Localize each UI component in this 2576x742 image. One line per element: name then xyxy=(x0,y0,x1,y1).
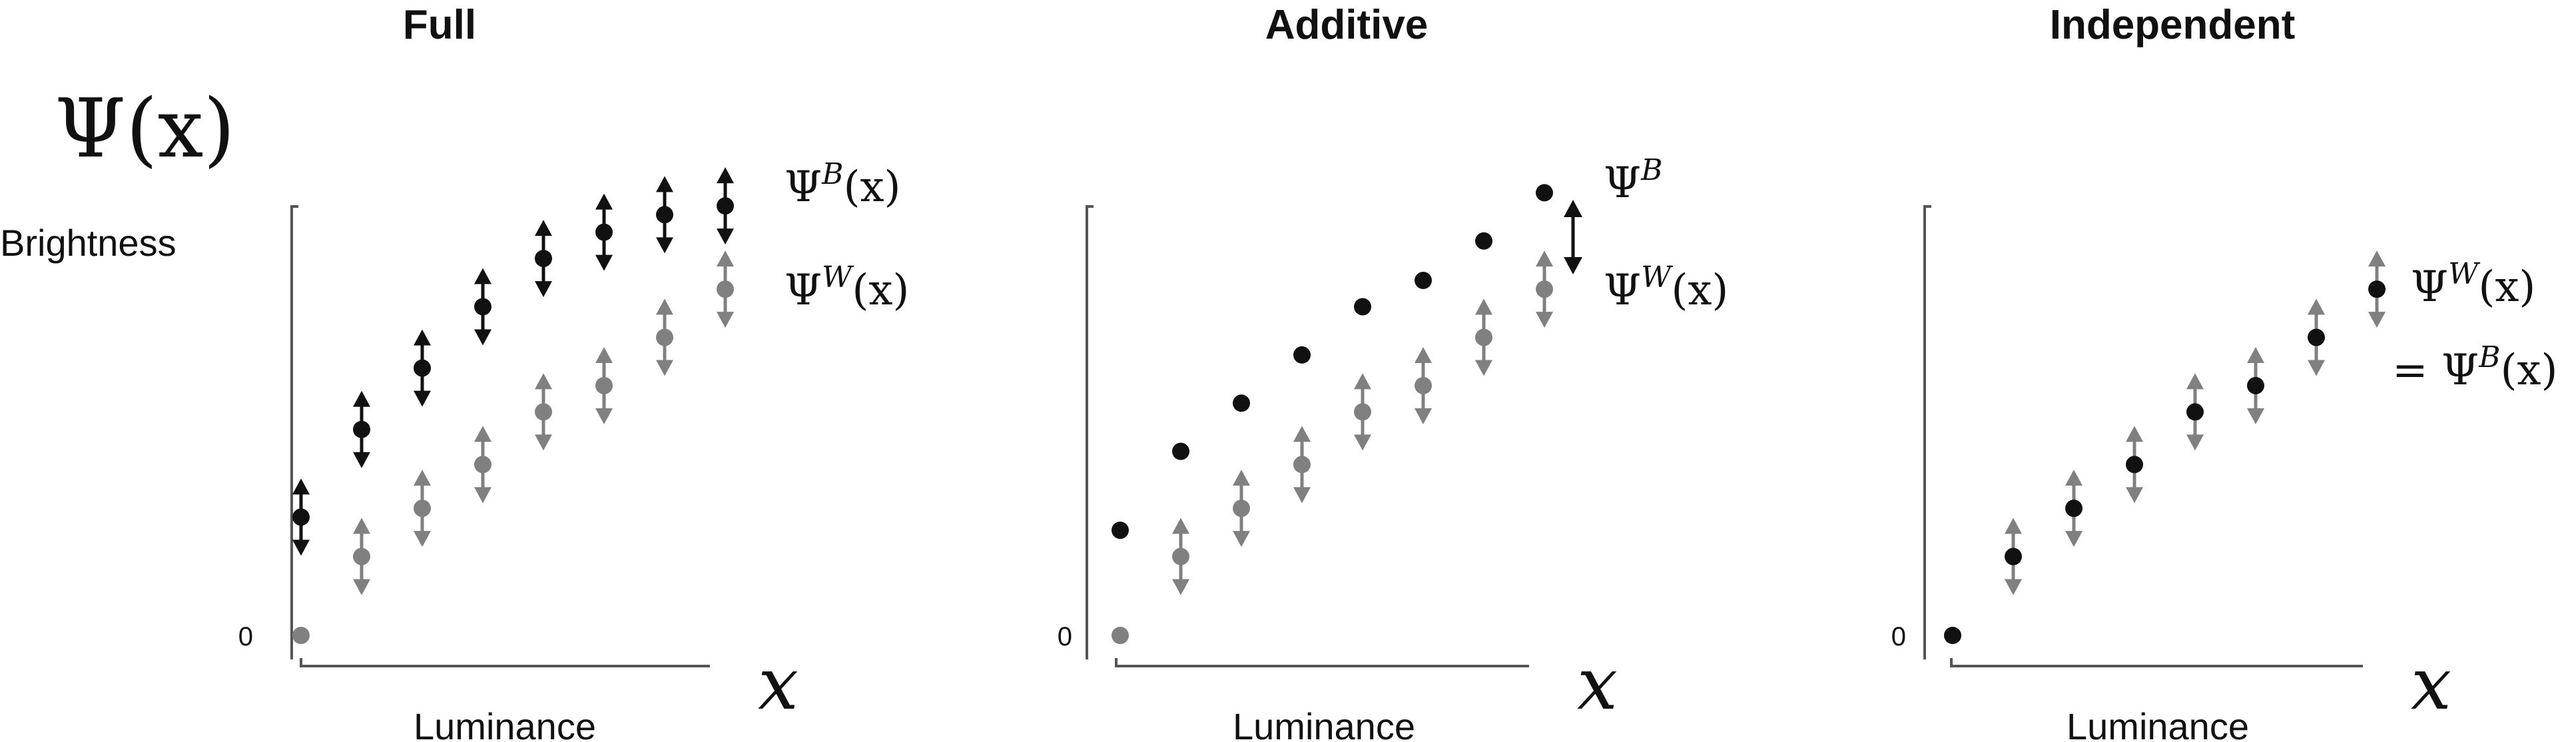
panel-independent: Independent 0 Luminance x ΨW(x) = ΨB(x) xyxy=(1891,2,2558,742)
data-point xyxy=(1293,456,1311,474)
panel-title-additive: Additive xyxy=(1265,2,1429,48)
data-point xyxy=(1172,442,1189,460)
data-point xyxy=(2368,280,2386,298)
x-axis-label: Luminance xyxy=(2067,705,2249,742)
x-symbol: x xyxy=(758,643,799,726)
argument: (x) xyxy=(2500,346,2557,395)
y-axis-line xyxy=(1086,205,1094,659)
panel-title-independent: Independent xyxy=(2050,2,2296,48)
data-point xyxy=(2247,376,2264,394)
series-label-psi-b: ΨB(x) xyxy=(785,157,901,212)
superscript: B xyxy=(1640,153,1662,187)
data-marks xyxy=(292,167,734,644)
data-point xyxy=(2065,500,2083,518)
series-label-psi-w: ΨW(x) xyxy=(2411,257,2535,312)
panel-additive: Additive 0 Luminance x ΨB ΨW(x) xyxy=(1058,2,1729,742)
data-marks xyxy=(1944,250,2386,644)
psi-symbol: Ψ xyxy=(2441,346,2479,395)
data-point xyxy=(1475,328,1492,346)
data-point xyxy=(1475,232,1492,250)
data-point xyxy=(1233,394,1250,412)
shift-arrow xyxy=(1564,200,1582,274)
argument: (x) xyxy=(1671,266,1728,315)
data-point xyxy=(535,250,552,268)
data-point xyxy=(1536,280,1553,298)
superscript: W xyxy=(822,260,854,294)
data-point xyxy=(656,328,673,346)
data-point xyxy=(535,403,552,421)
data-point xyxy=(717,197,734,215)
psi-symbol: Ψ xyxy=(1604,159,1641,208)
equals-sign: = xyxy=(2392,346,2441,395)
panel-full: Full Ψ(x) Brightness 0 Luminance x ΨB(x)… xyxy=(0,2,909,742)
data-point xyxy=(474,456,491,474)
psi-symbol: Ψ xyxy=(785,266,822,315)
x-axis-line xyxy=(300,658,710,667)
data-marks xyxy=(1112,184,1553,644)
x-symbol: x xyxy=(2411,643,2451,726)
data-point xyxy=(353,548,370,565)
psi-symbol: Ψ xyxy=(1604,266,1641,315)
data-point xyxy=(717,280,734,298)
data-point xyxy=(1944,627,1961,644)
series-label-psi-b: ΨB xyxy=(1604,153,1662,208)
argument: (x) xyxy=(852,266,909,315)
series-label-psi-w: ΨW(x) xyxy=(785,260,909,315)
y-axis-line xyxy=(290,205,298,659)
data-point xyxy=(1233,500,1250,518)
data-point xyxy=(595,223,613,241)
data-point xyxy=(292,508,310,526)
series-label-psi-b: = ΨB(x) xyxy=(2392,340,2557,395)
panel-title-full: Full xyxy=(403,2,476,48)
zero-tick-label: 0 xyxy=(1891,622,1906,651)
data-point xyxy=(1536,184,1553,202)
data-point xyxy=(1354,298,1371,316)
superscript: W xyxy=(2448,257,2481,291)
data-point xyxy=(656,206,673,224)
data-point xyxy=(595,376,613,394)
data-point xyxy=(474,298,491,316)
x-axis-label: Luminance xyxy=(414,705,596,742)
data-point xyxy=(2308,328,2325,346)
psi-symbol: Ψ xyxy=(785,163,822,212)
y-axis-line xyxy=(1923,205,1931,659)
x-axis-line xyxy=(1115,658,1529,667)
data-point xyxy=(414,500,431,518)
zero-tick-label: 0 xyxy=(238,622,253,651)
y-symbol: Ψ(x) xyxy=(55,81,235,176)
superscript: B xyxy=(821,157,843,191)
x-axis-label: Luminance xyxy=(1233,705,1415,742)
data-point xyxy=(1354,403,1371,421)
data-point xyxy=(353,420,370,438)
data-point xyxy=(2126,456,2143,474)
data-point xyxy=(1415,272,1432,290)
x-axis-line xyxy=(1950,658,2363,667)
superscript: B xyxy=(2478,340,2500,374)
data-point xyxy=(1415,376,1432,394)
zero-tick-label: 0 xyxy=(1058,622,1072,651)
data-point xyxy=(1112,522,1129,540)
data-point xyxy=(2186,403,2204,421)
data-point xyxy=(1112,627,1129,644)
argument: (x) xyxy=(2478,262,2535,312)
data-point xyxy=(292,627,310,644)
psi-symbol: Ψ xyxy=(2411,262,2448,312)
superscript: W xyxy=(1641,260,1674,294)
x-symbol: x xyxy=(1577,643,1618,726)
data-point xyxy=(2005,548,2022,565)
y-axis-label: Brightness xyxy=(0,222,176,264)
series-label-psi-w: ΨW(x) xyxy=(1604,260,1728,315)
data-point xyxy=(414,359,431,377)
data-point xyxy=(1172,548,1189,565)
argument: (x) xyxy=(843,163,900,212)
data-point xyxy=(1293,346,1311,364)
